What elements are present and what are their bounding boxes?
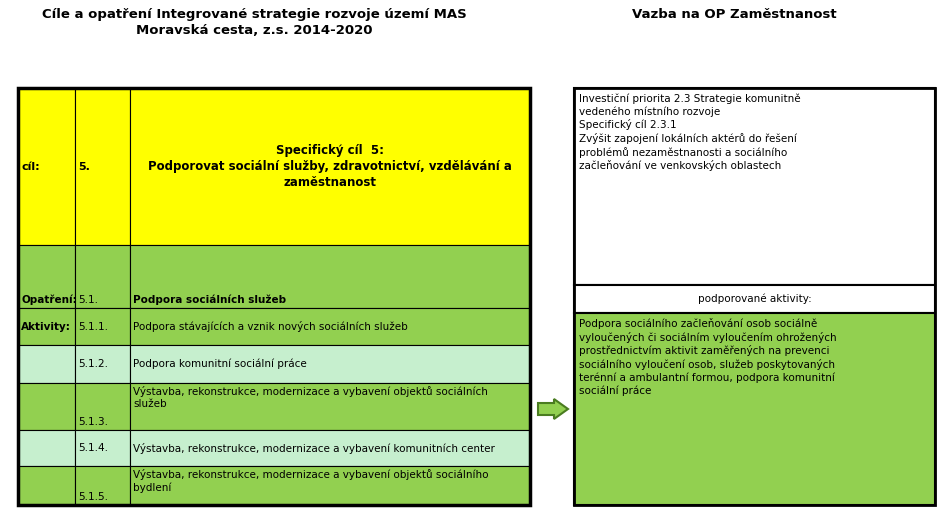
Bar [130,245,530,308]
Bar [18,245,75,308]
Text: Podpora stávajících a vznik nových sociálních služeb: Podpora stávajících a vznik nových sociá… [133,321,408,332]
Text: 5.1.3.: 5.1.3. [78,417,108,427]
Text: 5.1.: 5.1. [78,295,98,305]
Text: Výstavba, rekonstrukce, modernizace a vybavení komunitních center: Výstavba, rekonstrukce, modernizace a vy… [133,442,495,453]
Bar [75,88,130,245]
Text: Výstavba, rekonstrukce, modernizace a vybavení objektů sociálního
bydlení: Výstavba, rekonstrukce, modernizace a vy… [133,469,489,493]
Bar [574,88,935,285]
Bar [130,88,530,245]
Bar [75,383,130,430]
Bar [130,383,530,430]
Bar [574,313,935,505]
Bar [18,88,530,245]
Bar [574,88,935,505]
Text: 5.1.5.: 5.1.5. [78,492,108,502]
Bar [130,345,530,383]
Text: 5.: 5. [78,162,89,171]
Text: Investiční priorita 2.3 Strategie komunitně
vedeného místního rozvoje
Specifický: Investiční priorita 2.3 Strategie komuni… [579,93,801,171]
Bar [75,345,130,383]
Text: Výstavba, rekonstrukce, modernizace a vybavení objektů sociálních
služeb: Výstavba, rekonstrukce, modernizace a vy… [133,386,488,410]
Text: Podpora sociálních služeb: Podpora sociálních služeb [133,294,286,305]
Bar [18,383,75,430]
Text: Podpora komunitní sociální práce: Podpora komunitní sociální práce [133,359,307,369]
Text: Cíle a opatření Integrované strategie rozvoje území MAS
Moravská cesta, z.s. 201: Cíle a opatření Integrované strategie ro… [42,8,466,37]
Text: cíl:: cíl: [21,162,40,171]
Bar [18,88,530,505]
Bar [130,308,530,345]
Bar [18,466,75,505]
Bar [18,430,75,466]
Text: Podpora sociálního začleňování osob sociálně
vyloučených či sociálním vyloučením: Podpora sociálního začleňování osob soci… [579,318,836,396]
Text: Aktivity:: Aktivity: [21,321,71,331]
Bar [18,345,75,383]
Text: Opatření:: Opatření: [21,294,76,305]
Bar [18,308,75,345]
Text: 5.1.1.: 5.1.1. [78,321,108,331]
Text: 5.1.4.: 5.1.4. [78,443,108,453]
Bar [130,466,530,505]
Text: Vazba na OP Zaměstnanost: Vazba na OP Zaměstnanost [632,8,837,21]
Text: 5.1.2.: 5.1.2. [78,359,108,369]
Bar [75,245,130,308]
Bar [18,88,75,245]
Bar [75,308,130,345]
Bar [75,430,130,466]
Bar [130,430,530,466]
Bar [574,285,935,313]
FancyArrow shape [538,399,568,419]
Text: Specifický cíl  5:
Podporovat sociální služby, zdravotnictví, vzdělávání a
zaměs: Specifický cíl 5: Podporovat sociální sl… [148,144,512,189]
Bar [75,466,130,505]
Text: podporované aktivity:: podporované aktivity: [698,294,811,304]
